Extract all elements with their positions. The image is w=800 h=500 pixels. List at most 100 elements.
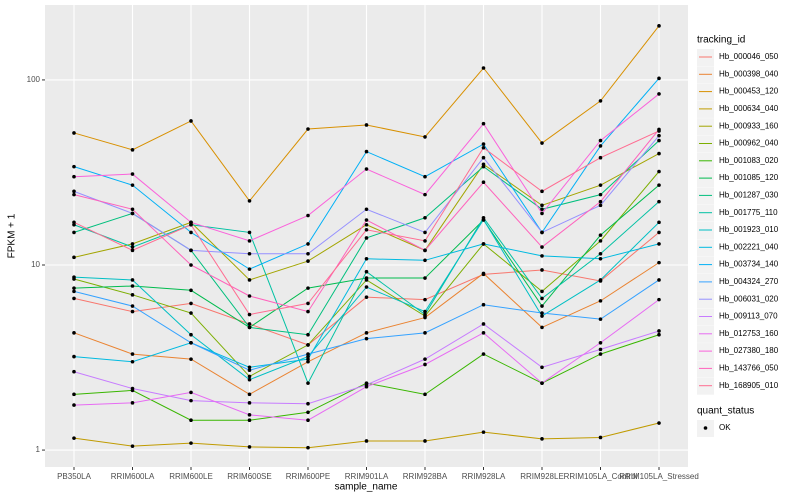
data-point (540, 245, 544, 249)
y-tick-label: 10 (31, 260, 40, 269)
data-point (423, 135, 427, 139)
data-point (540, 325, 544, 330)
legend-label: Hb_001775_110 (719, 208, 778, 217)
data-point (247, 239, 252, 243)
legend-label: Hb_002221_040 (719, 242, 779, 251)
x-tick-label: RRIM600LA (111, 472, 155, 481)
data-point (598, 278, 603, 282)
data-point (598, 239, 603, 243)
data-point (72, 275, 76, 279)
data-point (189, 398, 193, 403)
data-point (423, 248, 427, 253)
data-point (598, 299, 603, 303)
data-point (306, 354, 310, 359)
x-axis-title: sample_name (335, 482, 398, 493)
data-point (481, 242, 486, 246)
data-point (657, 199, 661, 204)
data-point (423, 297, 427, 302)
data-point (423, 392, 427, 397)
data-point (540, 268, 544, 272)
data-point (657, 220, 661, 225)
data-point (364, 149, 369, 154)
data-point (423, 215, 427, 220)
data-point (364, 295, 369, 299)
data-point (657, 76, 661, 81)
data-point (189, 311, 193, 315)
data-point (306, 127, 310, 131)
data-point (364, 236, 369, 240)
data-point (540, 141, 544, 145)
data-point (306, 213, 310, 218)
data-point (481, 142, 486, 146)
y-axis-title: FPKM + 1 (7, 213, 18, 258)
data-point (306, 381, 310, 385)
data-point (72, 289, 76, 294)
x-tick-label: RRIM600LE (169, 472, 213, 481)
data-point (481, 430, 486, 434)
legend-point (703, 426, 708, 430)
data-point (247, 294, 252, 298)
data-point (72, 189, 76, 194)
data-point (364, 167, 369, 171)
data-point (481, 217, 486, 222)
data-point (189, 230, 193, 235)
data-point (364, 269, 369, 274)
data-point (481, 164, 486, 169)
data-point (540, 381, 544, 385)
x-tick-label: RRIM928BA (403, 472, 448, 481)
legend-title: tracking_id (697, 35, 745, 46)
data-point (598, 352, 603, 356)
data-point (598, 138, 603, 143)
data-point (306, 418, 310, 422)
data-point (306, 242, 310, 246)
data-point (540, 304, 544, 308)
data-point (657, 260, 661, 265)
data-point (364, 123, 369, 127)
data-point (130, 278, 135, 282)
data-point (306, 251, 310, 256)
data-point (657, 332, 661, 337)
point-legend-title: quant_status (697, 406, 754, 417)
data-point (540, 189, 544, 194)
data-point (540, 437, 544, 441)
data-point (189, 263, 193, 267)
data-point (247, 325, 252, 330)
data-point (657, 138, 661, 143)
data-point (423, 362, 427, 367)
y-tick-label: 100 (27, 75, 41, 84)
data-point (189, 301, 193, 306)
data-point (306, 357, 310, 361)
data-point (481, 302, 486, 307)
x-tick-label: RRIM928LA (462, 472, 506, 481)
data-point (598, 340, 603, 345)
data-point (364, 331, 369, 335)
legend-label: Hb_003734_140 (719, 260, 779, 269)
data-point (72, 131, 76, 135)
data-point (657, 92, 661, 96)
data-point (130, 284, 135, 288)
data-point (130, 309, 135, 314)
data-point (364, 336, 369, 341)
legend-label: Hb_009113_070 (719, 312, 778, 321)
x-tick-label: RRIM105LA_Stressed (619, 472, 699, 481)
data-point (130, 248, 135, 253)
data-point (72, 192, 76, 197)
legend-label: Hb_001287_030 (719, 191, 779, 200)
data-point (481, 145, 486, 150)
data-point (540, 289, 544, 294)
data-point (130, 211, 135, 216)
data-point (364, 384, 369, 389)
data-point (189, 288, 193, 293)
data-point (72, 296, 76, 301)
legend-label: Hb_000453_120 (719, 87, 779, 96)
legend-label: Hb_000634_040 (719, 104, 779, 113)
data-point (189, 340, 193, 345)
data-point (306, 259, 310, 263)
y-tick-label: 1 (36, 445, 41, 454)
data-point (72, 354, 76, 359)
data-point (72, 331, 76, 335)
data-point (481, 331, 486, 335)
data-point (247, 368, 252, 373)
data-point (481, 180, 486, 185)
